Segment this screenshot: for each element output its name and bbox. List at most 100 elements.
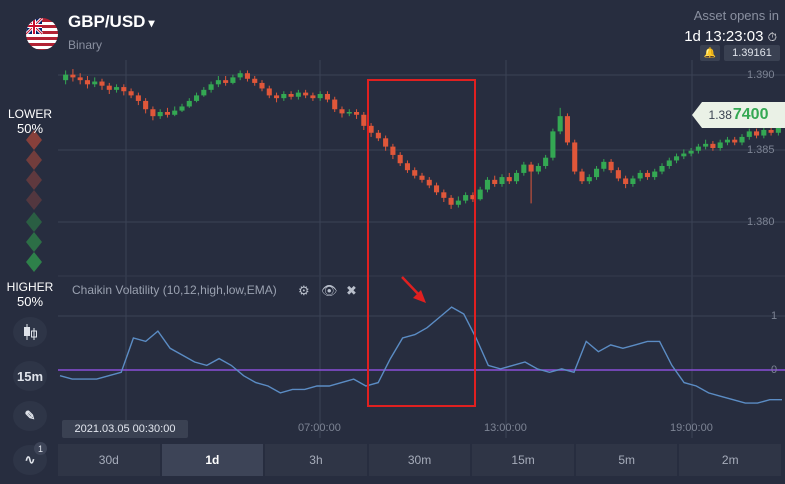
candlestick-series (63, 69, 781, 209)
candle-body (659, 166, 665, 172)
timeframe-5m[interactable]: 5m (575, 444, 678, 476)
candle-body (266, 88, 272, 96)
sentiment-bar (26, 130, 42, 272)
x-tick-label: 19:00:00 (670, 422, 713, 434)
candlestick-icon (24, 324, 37, 340)
candle-body (521, 164, 527, 173)
candle-body (710, 143, 716, 148)
countdown-timer: 1d 13:23:03 ⏱ (684, 28, 777, 45)
candle-body (259, 82, 265, 89)
candle-body (681, 153, 687, 157)
timeframe-1d[interactable]: 1d (161, 444, 264, 476)
candle-body (201, 89, 207, 96)
candle-body (470, 195, 476, 200)
bell-icon[interactable]: 🔔 (700, 45, 720, 61)
asset-selector[interactable]: GBP/USD ▾ (68, 12, 155, 32)
candle-body (252, 78, 258, 83)
candle-body (674, 156, 680, 161)
candle-body (775, 127, 781, 133)
candle-body (543, 157, 549, 166)
draw-tool-button[interactable]: ✎ (13, 401, 47, 431)
candle-body (281, 94, 287, 99)
candle-body (84, 80, 90, 85)
candle-body (215, 80, 221, 85)
candle-body (295, 92, 301, 97)
candle-body (601, 161, 607, 169)
candle-body (477, 189, 483, 200)
wave-icon: ∿ (24, 452, 36, 467)
candle-body (506, 177, 512, 182)
candle-body (346, 112, 352, 114)
grid-lines (58, 60, 785, 438)
timeframe-30m[interactable]: 30m (368, 444, 471, 476)
candle-body (419, 175, 425, 180)
candle-body (121, 87, 127, 92)
alert-price[interactable]: 1.39161 (724, 45, 780, 61)
chaikin-volatility-line (59, 306, 782, 404)
candle-body (244, 73, 250, 79)
timeframe-2m[interactable]: 2m (679, 444, 782, 476)
highlight-box (367, 79, 476, 407)
candle-body (310, 95, 316, 99)
candle-body (426, 179, 432, 186)
timeframe-15m[interactable]: 15m (472, 444, 574, 476)
candle-body (179, 106, 185, 111)
candle-body (70, 74, 76, 78)
x-tick-label: 13:00:00 (484, 422, 527, 434)
candle-body (492, 179, 498, 184)
candle-body (652, 171, 658, 178)
candle-body (332, 99, 338, 110)
timeframe-3h[interactable]: 3h (265, 444, 367, 476)
indicators-count-badge: 1 (34, 442, 47, 455)
candle-body (383, 138, 389, 147)
candle-body (586, 177, 592, 182)
candle-body (630, 178, 636, 184)
candle-body (186, 100, 192, 107)
current-price-tag: 1.38 7400 (692, 102, 785, 128)
candle-body (528, 164, 534, 172)
candle-body (448, 197, 454, 205)
candle-body (761, 130, 767, 136)
y-tick-label: 1.380 (747, 216, 775, 228)
candle-body (317, 94, 323, 99)
eye-icon[interactable]: 👁 (321, 283, 338, 298)
candle-body (557, 116, 563, 132)
gear-icon[interactable]: ⚙ (298, 283, 310, 298)
candle-body (390, 146, 396, 155)
candle-body (564, 116, 570, 143)
candle-body (434, 185, 440, 193)
candle-body (143, 100, 149, 110)
close-icon[interactable]: ✖ (346, 283, 357, 298)
candle-body (324, 94, 330, 100)
candle-body (208, 84, 214, 90)
y-tick-label: 1.385 (747, 144, 775, 156)
candle-body (746, 131, 752, 137)
chart-type-button[interactable] (13, 317, 47, 347)
candle-body (223, 80, 229, 83)
candle-body (768, 130, 774, 133)
candle-body (368, 125, 374, 133)
candle-body (703, 143, 709, 147)
sentiment-lower: LOWER 50% (7, 107, 52, 136)
candle-body (361, 114, 367, 126)
candle-body (150, 109, 156, 117)
candle-body (688, 150, 694, 154)
stopwatch-icon: ⏱ (767, 30, 777, 44)
indicator-y-tick: 0 (771, 364, 778, 376)
candle-body (99, 81, 105, 86)
candle-body (274, 95, 280, 99)
timeframe-bar: 30d 1d 3h 30m 15m 5m 2m (58, 444, 782, 476)
indicator-y-tick: 1 (771, 310, 778, 322)
timeframe-30d[interactable]: 30d (58, 444, 160, 476)
cursor-date: 2021.03.05 00:30:00 (62, 420, 188, 438)
red-arrow-icon (401, 276, 426, 303)
period-button[interactable]: 15m (13, 361, 47, 391)
chevron-down-icon: ▾ (148, 16, 155, 30)
candle-body (63, 74, 69, 81)
candle-body (572, 142, 578, 172)
candle-body (230, 77, 236, 83)
candle-body (484, 179, 490, 190)
candle-body (354, 112, 360, 115)
sentiment-higher: HIGHER 50% (6, 280, 54, 309)
